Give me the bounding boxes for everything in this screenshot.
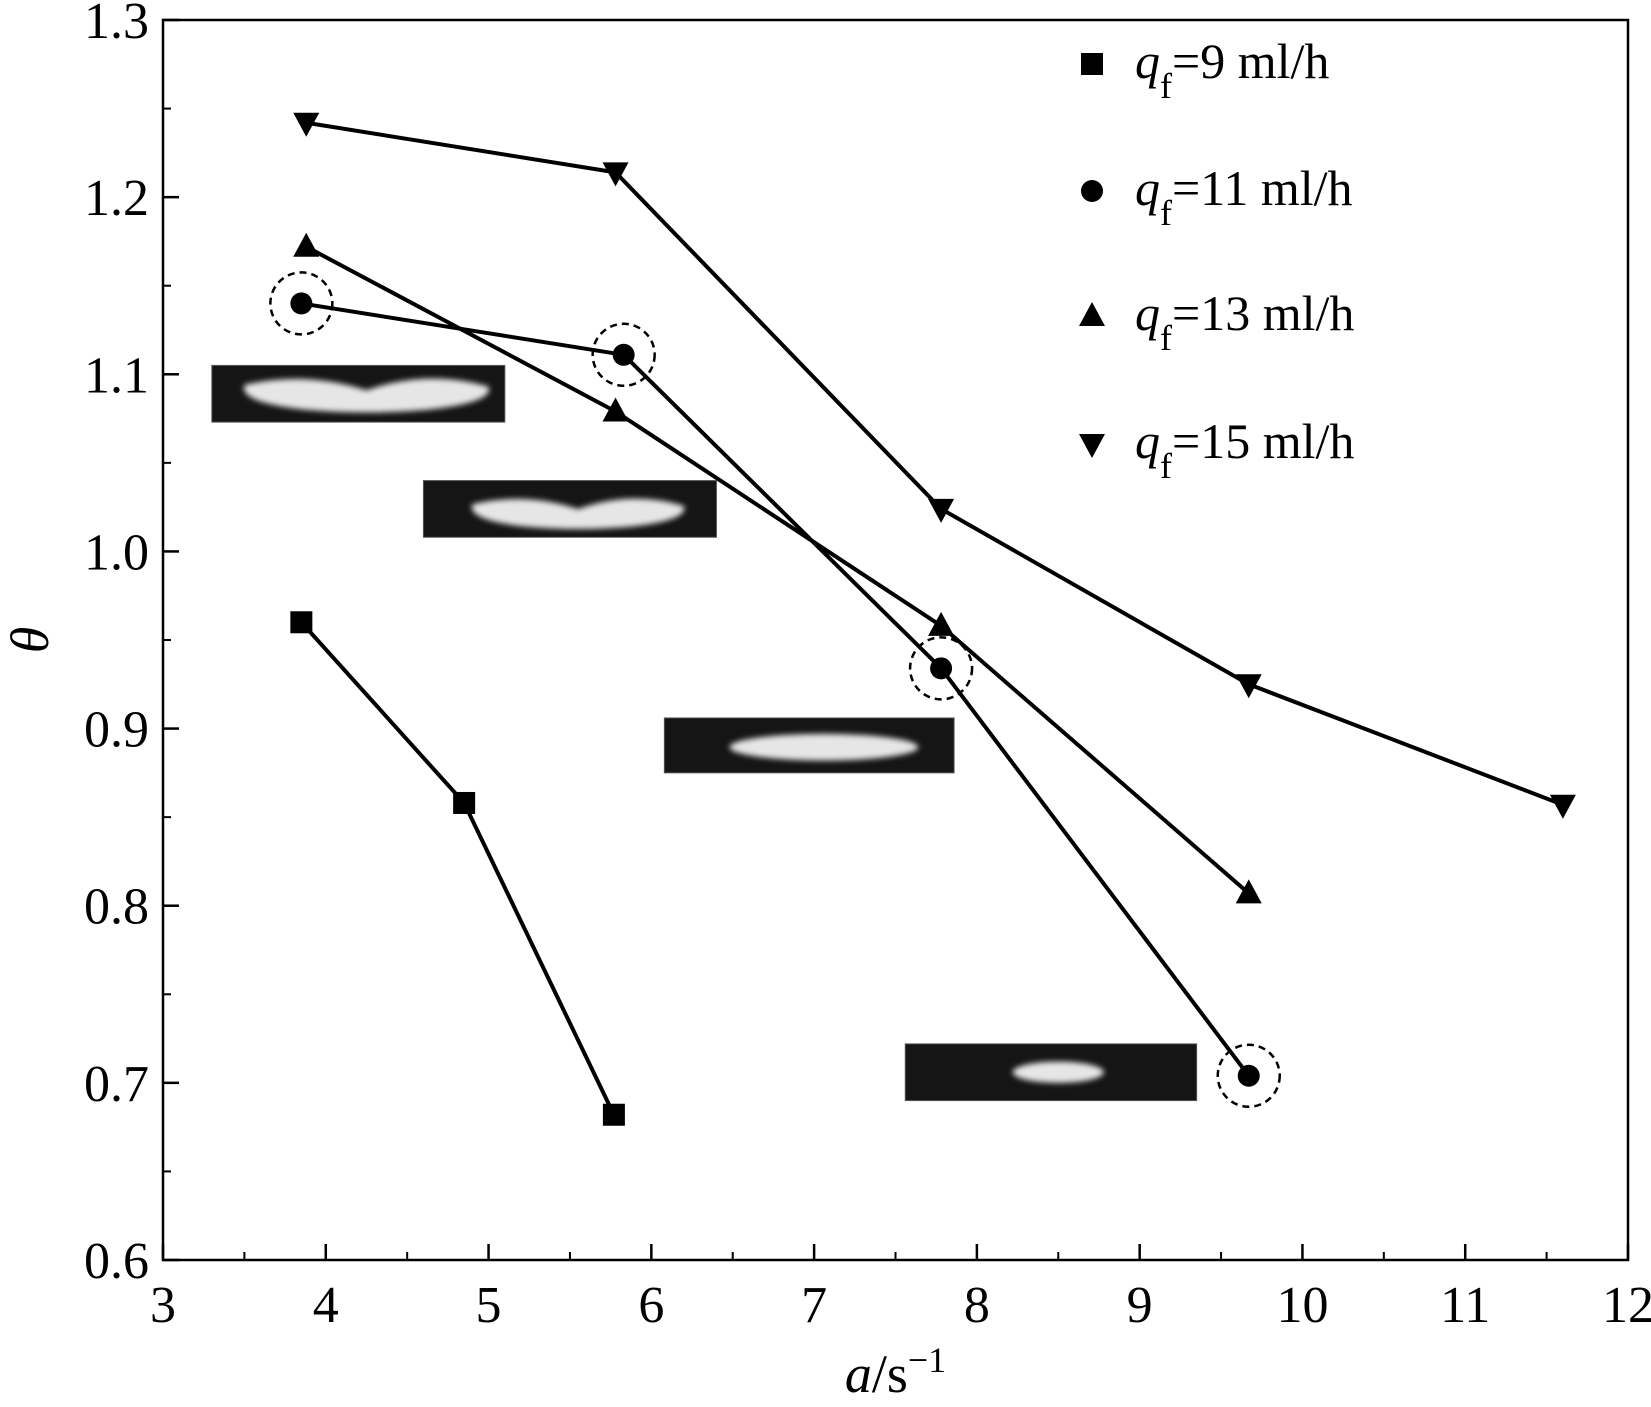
highlight-dashed-circle [1216,1043,1281,1109]
data-point [602,1103,625,1126]
y-tick-label: 1.3 [84,0,149,50]
data-point [293,112,320,137]
x-tick-label: 11 [1440,1277,1490,1334]
x-axis-title: a/s−1 [845,1340,946,1404]
y-tick-label: 1.2 [84,170,149,227]
series-0 [290,611,625,1126]
droplet-image-1 [211,364,506,423]
legend: qf=9 ml/h qf=11 ml/h qf=13 ml/h qf=15 ml/h [1079,33,1354,486]
data-point [602,397,629,422]
plot-frame [161,18,1630,1262]
x-tick-label: 12 [1602,1277,1651,1334]
droplet-image-2 [422,480,717,538]
x-tick-label: 8 [964,1277,990,1334]
data-point [1235,879,1262,904]
legend-label: qf=11 ml/h [1135,160,1353,233]
y-tick-label: 0.7 [84,1056,149,1113]
data-point [930,657,953,680]
highlight-dashed-circle [591,322,656,388]
series-line [305,120,1564,807]
inset-images-layer [211,364,1198,1102]
y-tick-label: 0.9 [84,702,149,759]
droplet-image-3 [663,717,955,774]
legend-marker [1081,180,1103,202]
highlight-dashed-circle [269,271,334,336]
legend-item-1: qf=11 ml/h [1081,160,1353,233]
y-tick-label: 1.1 [84,347,149,404]
legend-item-3: qf=15 ml/h [1079,413,1354,486]
legend-item-2: qf=13 ml/h [1079,285,1354,358]
highlight-dashed-circle [908,636,974,701]
x-tick-label: 3 [150,1277,176,1334]
data-point [290,292,313,315]
data-point [602,162,629,187]
x-tick-label: 4 [313,1277,339,1334]
series-2 [293,232,1262,904]
legend-item-0: qf=9 ml/h [1081,33,1329,106]
x-tick-label: 9 [1127,1277,1153,1334]
y-axis-title: θ [0,627,60,654]
legend-label: qf=15 ml/h [1135,413,1354,486]
droplet-shape [1012,1061,1104,1083]
data-point [290,611,313,634]
data-point [1235,674,1262,699]
data-point [293,232,320,257]
data-point [1237,1064,1260,1087]
legend-marker [1079,434,1105,458]
droplet-shape [471,498,685,530]
data-point [612,343,635,366]
x-tick-label: 10 [1276,1277,1328,1334]
legend-marker [1079,302,1105,326]
x-tick-label: 5 [476,1277,502,1334]
series-line [299,620,616,1116]
y-tick-label: 0.6 [84,1233,149,1290]
legend-label: qf=9 ml/h [1135,33,1329,106]
droplet-shape [729,733,919,761]
data-point [928,611,955,636]
series-3 [293,112,1576,819]
droplet-image-4 [904,1043,1198,1102]
legend-label: qf=13 ml/h [1135,285,1354,358]
series-layer [269,112,1576,1126]
legend-marker [1081,53,1103,75]
droplet-shape [243,378,490,413]
x-tick-label: 6 [638,1277,664,1334]
data-point [1549,794,1576,819]
x-tick-label: 7 [801,1277,827,1334]
data-point [453,791,476,814]
y-tick-label: 1.0 [84,524,149,581]
y-tick-label: 0.8 [84,879,149,936]
series-line [305,244,1251,895]
data-point [928,498,955,523]
